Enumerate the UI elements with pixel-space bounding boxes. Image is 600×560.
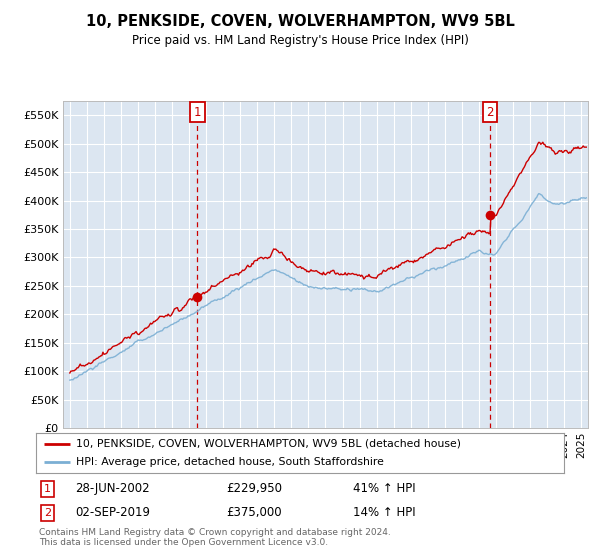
Text: 28-JUN-2002: 28-JUN-2002 — [76, 482, 150, 496]
Text: £229,950: £229,950 — [226, 482, 282, 496]
Text: £375,000: £375,000 — [226, 506, 282, 519]
Text: 41% ↑ HPI: 41% ↑ HPI — [353, 482, 415, 496]
Text: 2: 2 — [487, 106, 494, 119]
Text: 2: 2 — [44, 508, 51, 517]
Text: HPI: Average price, detached house, South Staffordshire: HPI: Average price, detached house, Sout… — [76, 458, 383, 467]
Text: 02-SEP-2019: 02-SEP-2019 — [76, 506, 151, 519]
Text: 14% ↑ HPI: 14% ↑ HPI — [353, 506, 415, 519]
Text: 10, PENKSIDE, COVEN, WOLVERHAMPTON, WV9 5BL: 10, PENKSIDE, COVEN, WOLVERHAMPTON, WV9 … — [86, 14, 514, 29]
Text: Contains HM Land Registry data © Crown copyright and database right 2024.
This d: Contains HM Land Registry data © Crown c… — [39, 528, 391, 547]
Text: 1: 1 — [194, 106, 201, 119]
Text: 10, PENKSIDE, COVEN, WOLVERHAMPTON, WV9 5BL (detached house): 10, PENKSIDE, COVEN, WOLVERHAMPTON, WV9 … — [76, 439, 461, 449]
Text: Price paid vs. HM Land Registry's House Price Index (HPI): Price paid vs. HM Land Registry's House … — [131, 34, 469, 46]
Text: 1: 1 — [44, 484, 51, 494]
